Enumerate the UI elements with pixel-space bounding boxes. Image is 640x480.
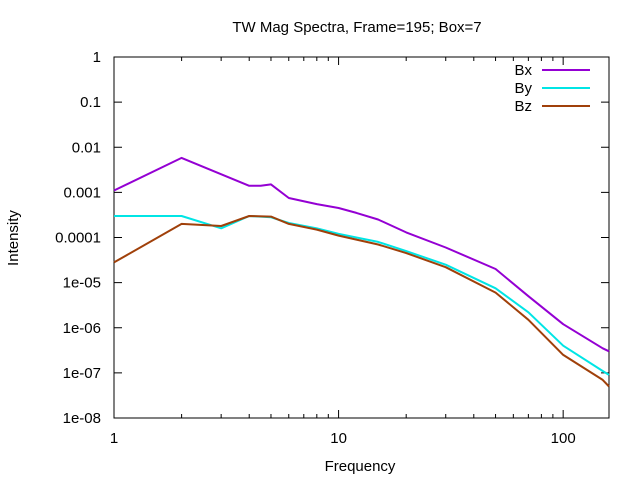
x-tick-label: 100 [551,430,576,447]
legend-label-by: By [514,80,532,97]
y-tick-label: 1 [93,49,101,66]
legend-label-bx: Bx [514,62,532,79]
y-tick-label: 0.0001 [55,230,101,247]
y-axis-label: Intensity [5,210,22,266]
series-line-bz [113,215,610,388]
y-tick-label: 0.1 [80,94,101,111]
y-tick-label: 1e-05 [63,275,101,292]
series-line-bx [113,156,610,353]
plot-frame [113,56,610,419]
x-tick-label: 10 [330,430,347,447]
y-tick-label: 1e-07 [63,365,101,382]
chart-title: TW Mag Spectra, Frame=195; Box=7 [232,19,481,36]
x-axis-label: Frequency [325,458,396,475]
y-tick-label: 1e-06 [63,320,101,337]
axis-ticks: 1 10 100 1e-08 1e-07 1e-06 1e-05 0.0001 0.001 0.0… [55,49,609,447]
legend-label-bz: Bz [514,98,532,115]
y-tick-label: 0.001 [63,184,101,201]
y-tick-label: 0.01 [72,139,101,156]
y-tick-label: 1e-08 [63,410,101,427]
x-tick-label: 1 [110,430,118,447]
plot-area [113,56,610,419]
series-lines [113,156,610,388]
